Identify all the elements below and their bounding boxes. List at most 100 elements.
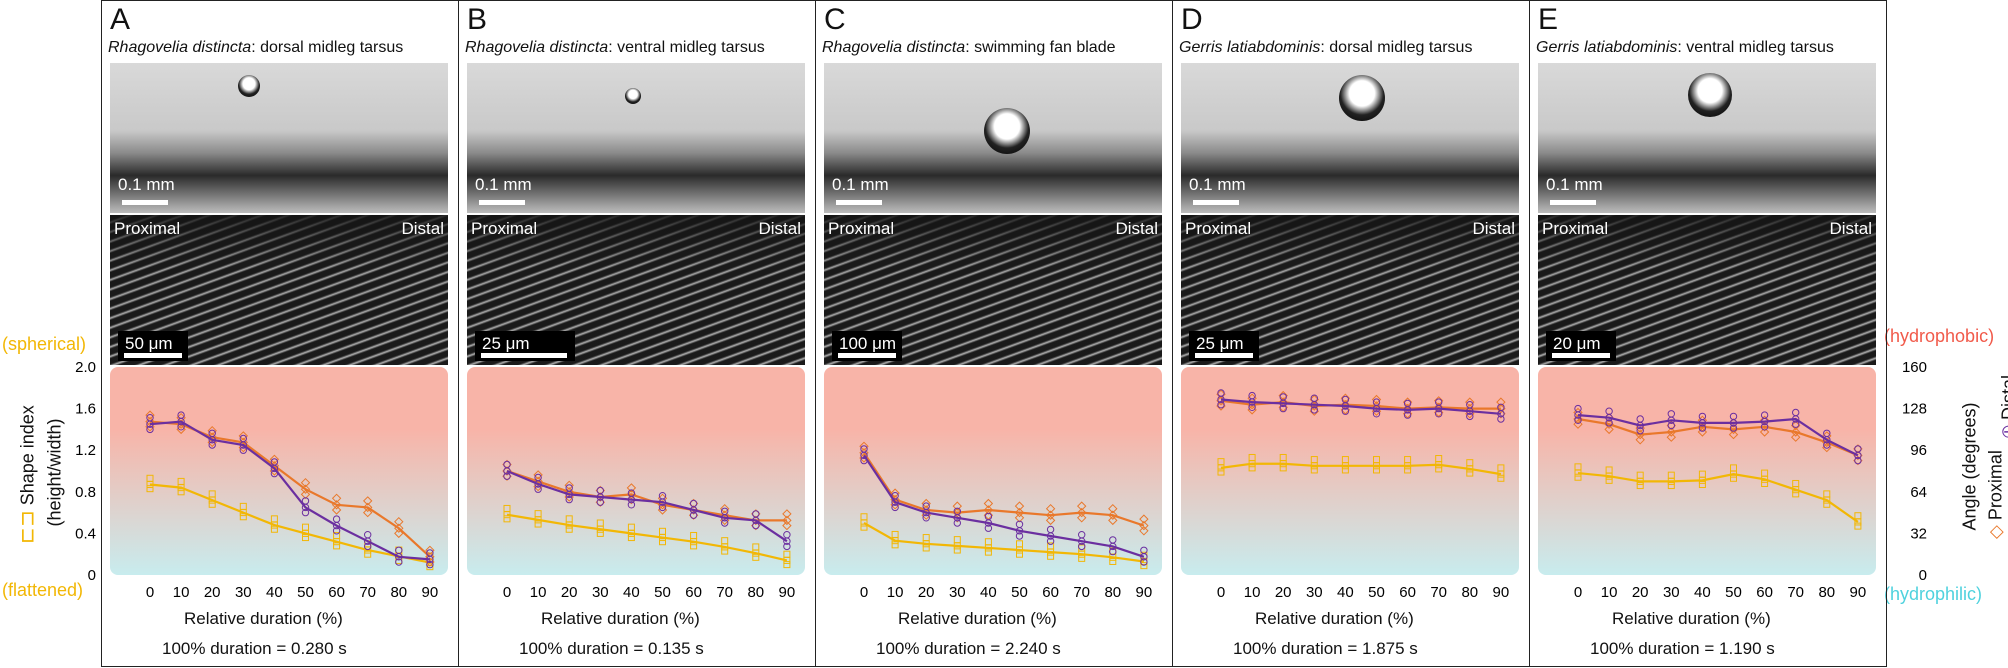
x-tick-label: 70 xyxy=(1787,584,1804,601)
data-point-proximal xyxy=(1139,526,1149,536)
data-point-shape-index xyxy=(333,538,341,546)
data-point-distal xyxy=(426,560,434,569)
data-point-proximal xyxy=(1666,427,1677,437)
data-point-distal xyxy=(1217,401,1225,409)
data-point-distal xyxy=(1310,406,1319,414)
data-point-shape-index xyxy=(596,529,604,537)
data-point-distal xyxy=(301,508,310,517)
data-point-shape-index xyxy=(208,496,216,504)
data-point-distal xyxy=(1435,410,1443,418)
shape-index-legend-icon: ⊏⊐ xyxy=(16,510,39,544)
sem-proximal-label: Proximal xyxy=(114,219,181,238)
data-point-shape-index xyxy=(1823,496,1831,504)
x-tick-label: 50 xyxy=(297,584,314,601)
data-point-distal xyxy=(1046,532,1055,540)
data-point-distal xyxy=(1078,542,1086,551)
data-point-distal xyxy=(1497,410,1505,418)
data-point-shape-index xyxy=(1217,464,1225,472)
right-axis-bottom-label: (hydrophilic) xyxy=(1884,584,1983,604)
data-point-distal xyxy=(689,511,698,519)
data-point-shape-index xyxy=(177,484,185,492)
distal-legend-icon: ⦶ xyxy=(1999,425,2008,438)
data-point-distal xyxy=(1248,398,1256,406)
data-point-shape-index xyxy=(503,515,511,523)
duration-label: 100% duration = 0.135 s xyxy=(519,639,704,658)
data-point-distal xyxy=(1046,537,1055,545)
data-point-shape-index xyxy=(891,541,899,549)
data-point-proximal xyxy=(1759,415,1770,426)
data-point-proximal xyxy=(859,441,869,452)
structure-name: : ventral midleg tarsus xyxy=(608,39,765,56)
data-point-shape-index xyxy=(364,546,372,554)
x-tick-label: 30 xyxy=(1663,584,1680,601)
data-point-distal xyxy=(1217,395,1225,404)
data-point-shape-index xyxy=(146,485,154,493)
data-point-distal xyxy=(984,524,993,532)
data-point-proximal xyxy=(1496,403,1506,414)
data-point-shape-index xyxy=(1730,470,1737,478)
data-point-proximal xyxy=(362,507,373,518)
data-point-shape-index xyxy=(1466,465,1474,473)
data-point-distal xyxy=(1078,537,1086,545)
data-point-distal xyxy=(627,501,636,509)
data-point-shape-index xyxy=(1435,465,1443,473)
data-point-shape-index xyxy=(534,520,542,528)
series-line-shape-index xyxy=(149,483,431,564)
data-point-distal xyxy=(270,469,279,478)
droplet-photo: 0.1 mm xyxy=(1538,63,1876,213)
x-tick-label: 60 xyxy=(1399,584,1416,601)
x-tick-label: 80 xyxy=(1818,584,1835,601)
data-point-distal xyxy=(891,503,899,512)
data-point-distal xyxy=(1760,417,1769,426)
data-point-distal xyxy=(1854,456,1862,465)
legend-distal-text: Distal xyxy=(1998,374,2008,420)
x-tick-label: 50 xyxy=(1011,584,1028,601)
left-axis-subtitle: (height/width) xyxy=(44,418,65,527)
data-point-shape-index xyxy=(721,543,729,551)
right-axis-title: Angle (degrees) xyxy=(1959,402,1980,531)
data-point-distal xyxy=(1109,547,1117,556)
data-point-proximal xyxy=(564,480,574,491)
data-point-shape-index xyxy=(270,525,278,533)
data-point-distal xyxy=(1466,412,1474,421)
photo-scale-bar xyxy=(836,200,882,205)
right-y-tick-label: 160 xyxy=(1902,359,1927,376)
x-tick-label: 90 xyxy=(1850,584,1867,601)
data-point-proximal xyxy=(1433,402,1444,413)
data-point-distal xyxy=(503,467,511,475)
data-point-shape-index xyxy=(984,544,992,552)
data-point-distal xyxy=(332,527,341,535)
left-y-tick-label: 0 xyxy=(88,567,96,584)
data-point-shape-index xyxy=(1016,550,1023,558)
sem-image: Proximal Distal 100 μm xyxy=(824,215,1162,365)
data-point-proximal xyxy=(1216,389,1226,400)
sem-scale-bar xyxy=(1552,353,1610,358)
x-tick-label: 30 xyxy=(235,584,252,601)
data-point-distal xyxy=(922,508,930,517)
series-line-distal xyxy=(863,454,1145,558)
data-point-shape-index xyxy=(1279,460,1287,468)
data-point-proximal xyxy=(1139,520,1149,531)
data-point-proximal xyxy=(1790,420,1801,431)
data-point-distal xyxy=(1667,416,1676,424)
data-point-shape-index xyxy=(860,523,868,531)
duration-label: 100% duration = 1.190 s xyxy=(1590,639,1775,658)
data-point-shape-index xyxy=(596,525,604,533)
photo-scale-label: 0.1 mm xyxy=(118,175,175,194)
data-point-proximal xyxy=(782,509,792,519)
data-point-proximal xyxy=(1076,501,1087,511)
left-y-tick-label: 2.0 xyxy=(75,359,96,376)
data-point-shape-index xyxy=(1854,522,1862,530)
plot-svg: 0 10 20 30 40 50 60 70 80 90 2.0 1.6 1.2 0.8 0.4 0 xyxy=(75,359,448,601)
data-point-distal xyxy=(1760,423,1769,431)
data-point-distal xyxy=(395,558,403,566)
data-point-proximal xyxy=(626,489,637,500)
data-point-proximal xyxy=(1697,427,1708,437)
photo-scale-label: 0.1 mm xyxy=(1546,175,1603,194)
data-point-distal xyxy=(146,425,154,434)
sem-scale-label: 100 μm xyxy=(839,334,897,353)
data-point-shape-index xyxy=(891,537,899,545)
data-point-distal xyxy=(783,542,791,551)
data-point-shape-index xyxy=(860,519,868,527)
photo-scale-label: 0.1 mm xyxy=(832,175,889,194)
